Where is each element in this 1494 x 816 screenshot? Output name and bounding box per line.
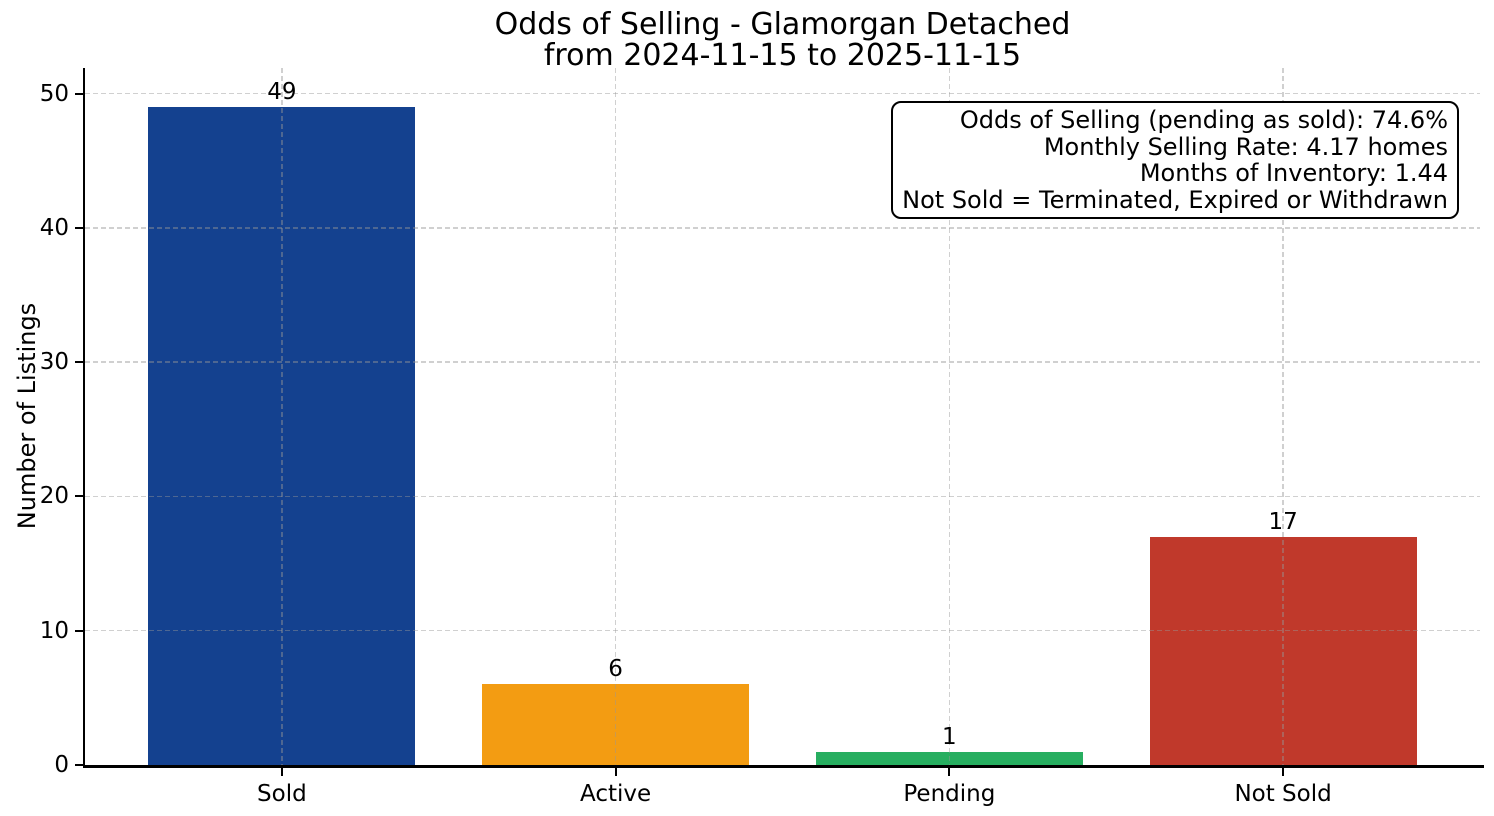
bar-pending — [815, 751, 1083, 765]
x-tick-label-pending: Pending — [903, 781, 996, 807]
chart-title-line1: Odds of Selling - Glamorgan Detached — [494, 7, 1071, 42]
bar-value-label-pending: 1 — [942, 723, 957, 750]
y-tick-label-10: 10 — [39, 617, 69, 644]
bar-value-label-sold: 49 — [267, 78, 297, 105]
y-tick-label-40: 40 — [39, 214, 69, 241]
x-tick-sold — [280, 768, 283, 776]
chart-title-line2: from 2024-11-15 to 2025-11-15 — [543, 38, 1022, 73]
y-tick-label-20: 20 — [39, 483, 69, 510]
gridline-y-20 — [85, 495, 1480, 498]
annotation-not-sold-definition: Not Sold = Terminated, Expired or Withdr… — [902, 185, 1448, 214]
y-axis-spine — [83, 68, 85, 768]
y-tick-10 — [75, 629, 83, 632]
x-tick-label-not-sold: Not Sold — [1234, 781, 1332, 807]
gridline-y-50 — [85, 92, 1480, 95]
x-tick-label-sold: Sold — [257, 781, 307, 807]
gridline-x-active — [614, 68, 617, 765]
x-tick-pending — [948, 768, 951, 776]
annotation-odds-of-selling: Odds of Selling (pending as sold): 74.6% — [959, 106, 1448, 134]
bar-not-sold — [1149, 536, 1417, 765]
y-tick-label-50: 50 — [39, 80, 69, 107]
gridline-x-pending — [948, 68, 951, 765]
gridline-x-sold — [281, 68, 283, 765]
y-tick-label-0: 0 — [54, 752, 69, 778]
y-tick-label-30: 30 — [39, 349, 69, 376]
bar-sold — [148, 106, 416, 765]
stats-annotation-box: Odds of Selling (pending as sold): 74.6%… — [891, 101, 1459, 219]
y-tick-20 — [75, 495, 83, 498]
x-tick-not-sold — [1282, 768, 1285, 776]
bar-value-label-not-sold: 17 — [1268, 508, 1298, 535]
gridline-y-40 — [85, 227, 1480, 229]
gridline-x-not-sold — [1282, 68, 1284, 765]
plot-area: 0 10 20 30 40 50 49 Sold 6 Active 1 Pending 17 Not So… — [40, 68, 1484, 807]
y-tick-30 — [75, 361, 83, 364]
chart-title: Odds of Selling - Glamorgan Detached fro… — [85, 9, 1480, 71]
x-tick-label-active: Active — [580, 781, 652, 807]
gridline-y-30 — [85, 361, 1480, 363]
y-tick-40 — [75, 226, 83, 229]
gridline-y-10 — [85, 629, 1480, 632]
y-tick-0 — [75, 764, 83, 766]
annotation-monthly-selling-rate: Monthly Selling Rate: 4.17 homes — [1043, 132, 1448, 161]
x-tick-active — [614, 768, 617, 776]
bar-active — [482, 684, 750, 765]
bar-value-label-active: 6 — [608, 656, 623, 683]
x-axis-spine — [83, 765, 1484, 768]
annotation-months-of-inventory: Months of Inventory: 1.44 — [1139, 159, 1448, 187]
y-tick-50 — [75, 92, 83, 95]
